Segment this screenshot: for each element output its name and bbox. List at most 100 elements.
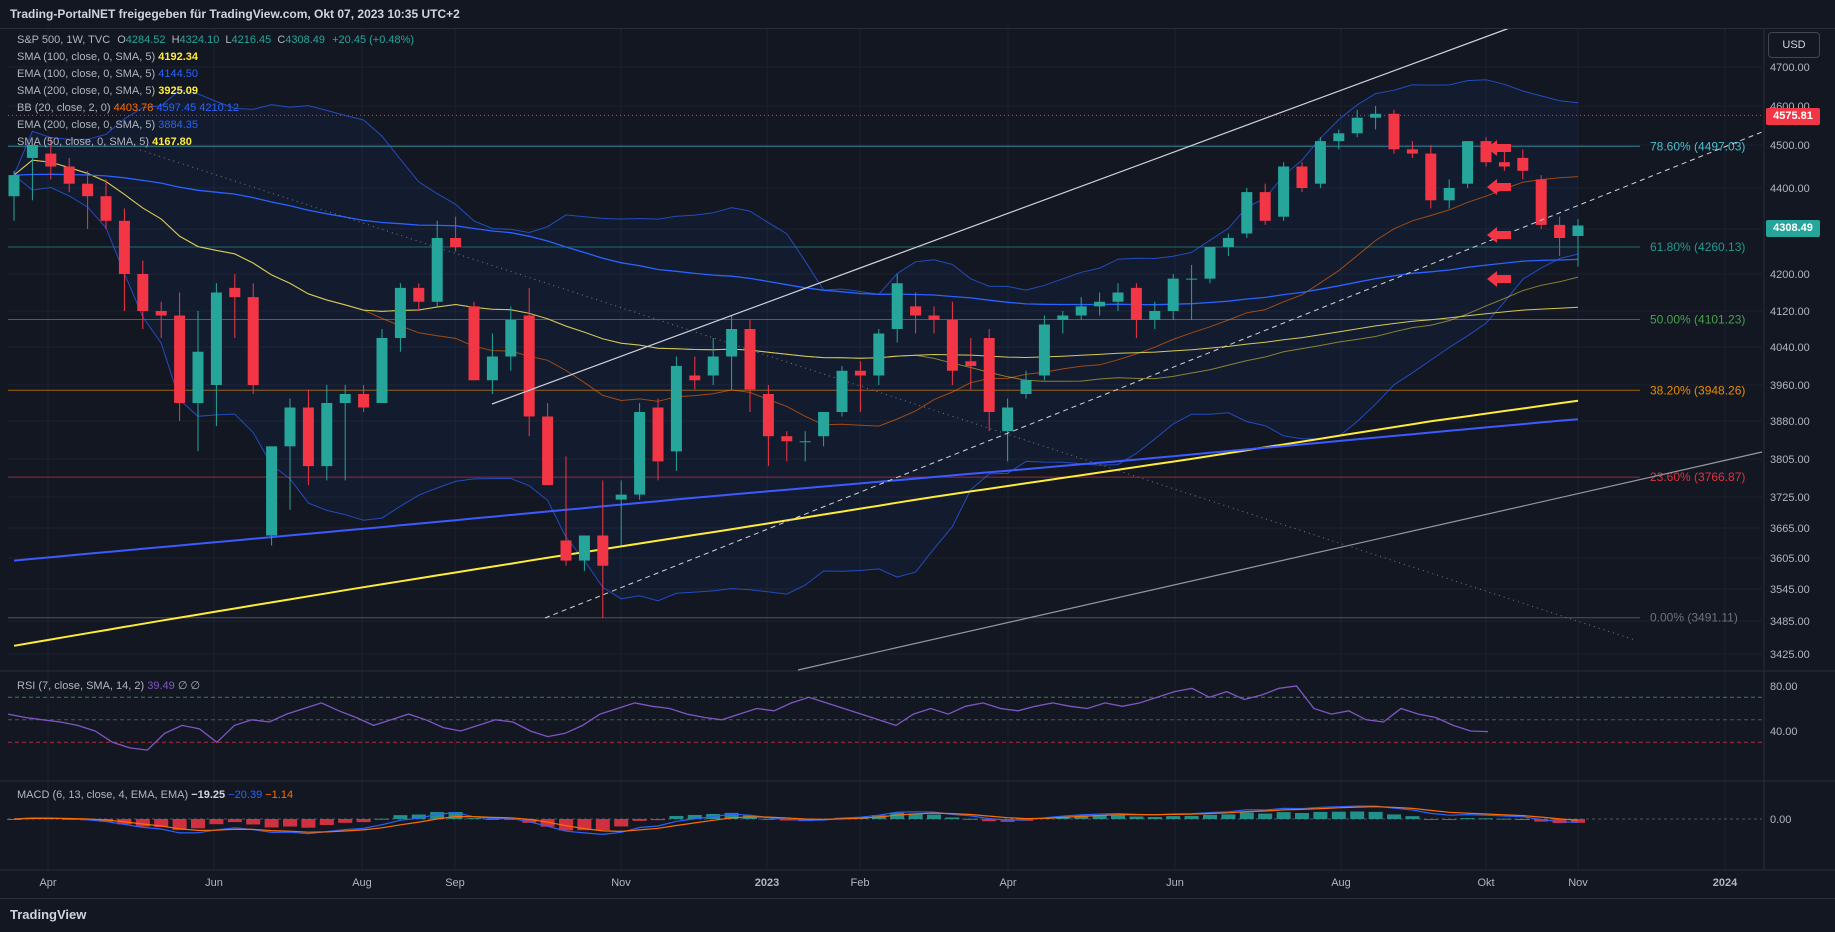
legend-sma100[interactable]: SMA (100, close, 0, SMA, 5) 4192.34 [17, 51, 198, 63]
upper-channel-line [491, 25, 1516, 405]
macd-histogram-bar [632, 819, 647, 821]
candle-body [413, 287, 425, 302]
macd-histogram-bar [430, 812, 445, 819]
candle-body [1425, 153, 1437, 201]
macd-histogram-bar [503, 819, 518, 820]
macd-histogram-bar [945, 817, 960, 819]
candle-body [26, 145, 38, 158]
legend-main[interactable]: S&P 500, 1W, TVC O4284.52 H4324.10 L4216… [17, 34, 414, 46]
candle-body [983, 338, 995, 412]
macd-histogram-bar [1331, 811, 1346, 819]
legend-macd[interactable]: MACD (6, 13, close, 4, EMA, EMA) −19.25 … [17, 789, 293, 801]
candle-body [1075, 306, 1087, 316]
macd-histogram-bar [411, 814, 426, 819]
h-label: H [171, 34, 180, 46]
macd-histogram-bar [135, 819, 150, 827]
macd-histogram-bar [227, 819, 242, 823]
candle-body [1388, 113, 1400, 150]
candle-body [1535, 179, 1547, 225]
macd-histogram-bar [1313, 811, 1328, 819]
candle-body [578, 535, 590, 561]
legend-ema100[interactable]: EMA (100, close, 0, SMA, 5) 4144.50 [17, 68, 198, 80]
macd-histogram-bar [724, 812, 739, 819]
legend-bb[interactable]: BB (20, close, 2, 0) 4403.78 4597.45 421… [17, 102, 239, 114]
macd-histogram-bar [1368, 811, 1383, 819]
macd-histogram-bar [1552, 819, 1567, 824]
candle-body [1241, 192, 1253, 234]
rsi-tick-label: 80.00 [1770, 681, 1798, 693]
macd-histogram-bar [467, 818, 481, 820]
currency-button[interactable]: USD [1768, 32, 1820, 58]
candle-body [523, 315, 535, 417]
candle-body [965, 361, 977, 366]
candle-body [1112, 292, 1124, 302]
macd-histogram-bar [1203, 814, 1217, 819]
macd-histogram-bar [356, 819, 371, 823]
candle-body [744, 329, 756, 390]
macd-histogram-bar [540, 819, 555, 827]
open-value: 4284.52 [125, 34, 166, 46]
legend-sma50[interactable]: SMA (50, close, 0, SMA, 5) 4167.80 [17, 136, 192, 148]
candle-body [854, 370, 866, 376]
macd-hist-value: −1.14 [265, 789, 294, 801]
macd-tick-label: 0.00 [1770, 814, 1791, 826]
indicator-label: SMA (200, close, 0, SMA, 5) [17, 85, 156, 97]
macd-histogram-bar [595, 819, 610, 831]
candle-body [137, 274, 149, 311]
time-axis[interactable]: Apr Jun Aug Sep Nov 2023 Feb Apr Jun Aug Okt Nov 202… [0, 869, 1835, 889]
indicator-value: 4192.34 [158, 51, 198, 63]
c-label: C [277, 34, 286, 46]
candle-body [1406, 149, 1418, 154]
candle-body [210, 292, 222, 385]
red-arrow-annotation [1487, 179, 1511, 195]
indicator-overlays [13, 79, 1579, 647]
price-tick-label: 3485.00 [1770, 616, 1810, 628]
time-tick-label: Apr [999, 877, 1016, 889]
candle-body [1443, 188, 1455, 201]
candle-body [1333, 133, 1345, 142]
candle-body [155, 311, 167, 316]
macd-histogram-bar [448, 811, 463, 819]
macd-histogram-bar [1497, 818, 1512, 820]
indicator-value: 4403.78 [113, 102, 154, 114]
rsi-value: 39.49 [147, 680, 175, 692]
macd-histogram-bar [1092, 815, 1107, 819]
candle-body [358, 394, 370, 408]
price-tick-label: 4040.00 [1770, 342, 1810, 354]
last-price-tag: 4308.49 [1766, 220, 1820, 237]
macd-histogram-bar [1258, 813, 1273, 819]
trend-drawings [139, 25, 1763, 671]
legend-sma200[interactable]: SMA (200, close, 0, SMA, 5) 3925.09 [17, 85, 198, 97]
indicator-value: 4144.50 [158, 68, 198, 80]
macd-histogram-bar [1129, 816, 1144, 819]
candle-body [910, 306, 922, 316]
time-tick-label: Nov [611, 877, 631, 889]
grid [0, 28, 1835, 870]
candle-body [376, 338, 388, 403]
indicator-value: 3925.09 [158, 85, 198, 97]
candle-body [1498, 162, 1510, 167]
macd-histogram-bar [1074, 815, 1089, 819]
candle-body [321, 403, 333, 467]
indicator-value: 4167.80 [152, 136, 192, 148]
price-tick-label: 3665.00 [1770, 523, 1810, 535]
macd-histogram-bar [687, 814, 702, 819]
close-value: 4308.49 [285, 34, 326, 46]
candle-body [652, 407, 664, 462]
legend-ema200[interactable]: EMA (200, close, 0, SMA, 5) 3884.35 [17, 119, 198, 131]
candle-body [891, 283, 903, 329]
macd-histogram-bar [1276, 812, 1291, 819]
candle-body [63, 166, 75, 184]
macd-histogram-bar [908, 813, 923, 819]
annotation-arrows [1487, 140, 1511, 287]
footer-bar: TradingView [0, 898, 1835, 932]
dashed-trendline [544, 131, 1763, 619]
candle-body [799, 441, 811, 443]
candle-body [836, 370, 848, 412]
legend-rsi[interactable]: RSI (7, close, SMA, 14, 2) 39.49 ∅ ∅ [17, 679, 200, 692]
sma200-line [13, 399, 1579, 647]
time-tick-label: Jun [205, 877, 223, 889]
macd-histogram-bar [577, 819, 592, 831]
macd-histogram-bar [154, 819, 169, 828]
